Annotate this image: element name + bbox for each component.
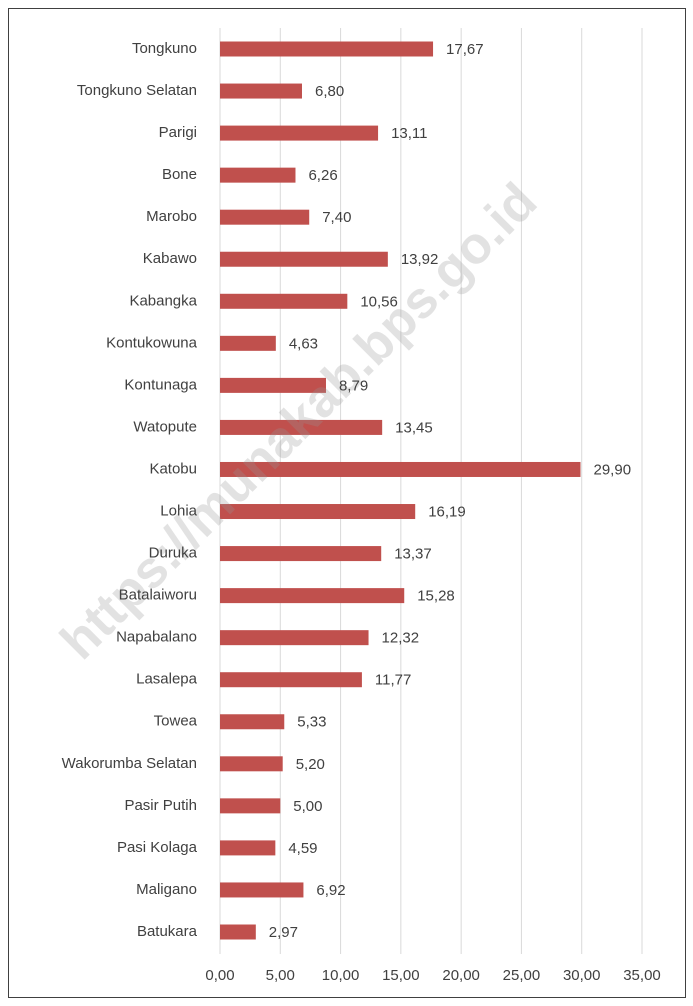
data-label: 13,92 <box>401 251 439 268</box>
data-label: 13,11 <box>391 125 427 142</box>
y-tick-label: Towea <box>154 713 198 730</box>
y-tick-label: Batukara <box>137 923 198 940</box>
data-label: 2,97 <box>269 924 298 941</box>
data-label: 13,45 <box>395 419 433 436</box>
data-label: 5,33 <box>297 714 326 731</box>
data-label: 15,28 <box>417 588 455 605</box>
x-tick-label: 30,00 <box>563 967 601 984</box>
data-label: 7,40 <box>322 209 351 226</box>
data-label: 4,59 <box>288 840 317 857</box>
bar <box>220 125 379 141</box>
bar <box>220 167 296 183</box>
y-tick-label: Bone <box>162 166 197 183</box>
bar <box>220 546 382 562</box>
x-tick-label: 25,00 <box>503 967 541 984</box>
y-tick-label: Pasir Putih <box>124 797 197 814</box>
bar <box>220 714 285 730</box>
data-label: 6,80 <box>315 83 344 100</box>
y-tick-label: Parigi <box>159 124 197 141</box>
y-tick-label: Lasalepa <box>136 671 198 688</box>
y-tick-label: Kontunaga <box>124 376 197 393</box>
data-label: 29,90 <box>594 461 632 478</box>
bar <box>220 798 281 814</box>
bar <box>220 882 304 898</box>
bar <box>220 419 383 435</box>
data-label: 12,32 <box>382 630 420 647</box>
data-label: 16,19 <box>428 503 466 520</box>
bar <box>220 335 276 351</box>
bar <box>220 461 581 477</box>
bar <box>220 41 434 57</box>
bar <box>220 924 256 940</box>
bar <box>220 756 283 772</box>
y-tick-label: Wakorumba Selatan <box>62 755 197 772</box>
y-tick-label: Tongkuno Selatan <box>77 82 197 99</box>
data-label: 10,56 <box>360 293 398 310</box>
data-label: 5,00 <box>293 798 322 815</box>
data-label: 6,26 <box>308 167 337 184</box>
y-tick-label: Duruka <box>149 545 198 562</box>
bar <box>220 588 405 604</box>
y-tick-label: Kontukowuna <box>106 334 198 351</box>
y-tick-label: Katobu <box>149 460 197 477</box>
y-tick-label: Napabalano <box>116 629 197 646</box>
x-tick-label: 15,00 <box>382 967 420 984</box>
y-tick-label: Marobo <box>146 208 197 225</box>
data-label: 17,67 <box>446 41 484 58</box>
data-label: 11,77 <box>375 672 411 689</box>
y-tick-label: Lohia <box>160 502 197 519</box>
bars <box>220 41 581 940</box>
bar <box>220 83 302 99</box>
x-tick-label: 10,00 <box>322 967 360 984</box>
bar <box>220 630 369 646</box>
bar <box>220 504 416 520</box>
y-tick-label: Maligano <box>136 881 197 898</box>
data-label: 4,63 <box>289 335 318 352</box>
bar <box>220 377 326 393</box>
x-tick-label: 20,00 <box>442 967 480 984</box>
x-tick-label: 5,00 <box>266 967 295 984</box>
bar <box>220 840 276 856</box>
y-tick-label: Batalaiworu <box>119 587 197 604</box>
data-label: 8,79 <box>339 377 368 394</box>
y-tick-label: Pasi Kolaga <box>117 839 198 856</box>
bar <box>220 672 362 688</box>
data-label: 5,20 <box>296 756 325 773</box>
chart-border <box>8 8 686 998</box>
y-tick-label: Kabawo <box>143 250 197 267</box>
y-tick-label: Watopute <box>133 418 197 435</box>
data-label: 13,37 <box>394 546 432 563</box>
y-tick-label: Kabangka <box>129 292 197 309</box>
data-label: 6,92 <box>316 882 345 899</box>
bar <box>220 293 348 309</box>
bar <box>220 251 388 267</box>
y-tick-label: Tongkuno <box>132 40 197 57</box>
x-tick-label: 0,00 <box>205 967 234 984</box>
bar <box>220 209 310 225</box>
x-tick-label: 35,00 <box>623 967 661 984</box>
